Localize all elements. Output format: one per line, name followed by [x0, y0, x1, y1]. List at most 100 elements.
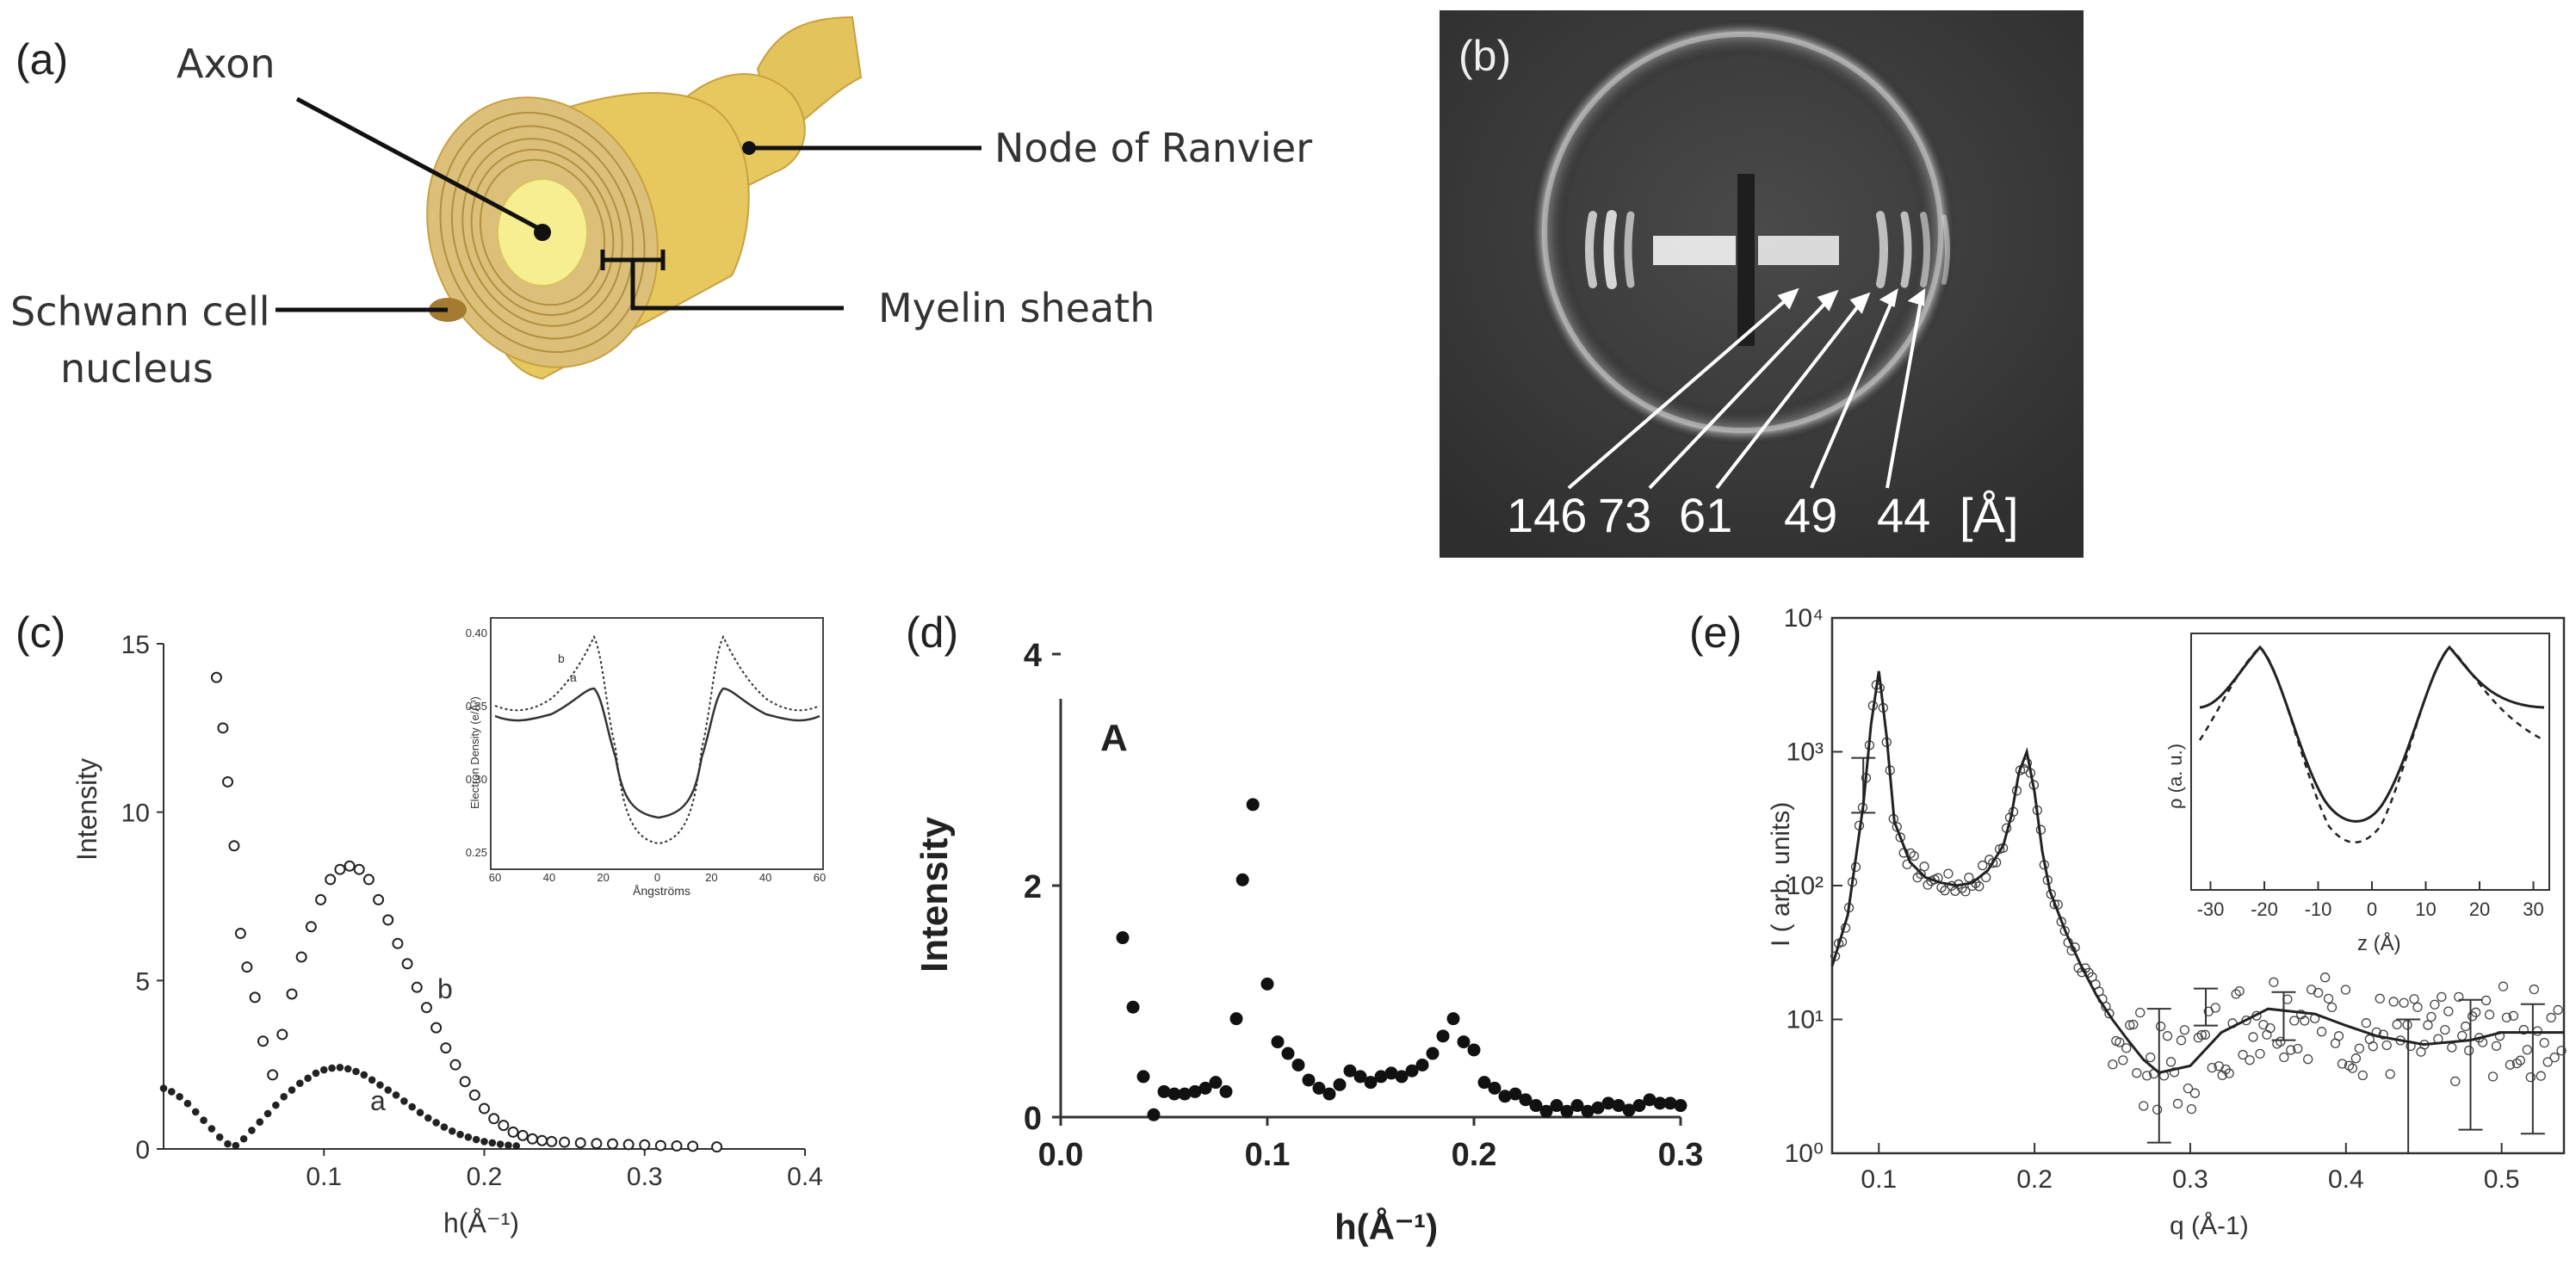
- chart-c-inset: b a 0.25 0.30 0.35 0.40 60 40 20 0 20 40 60 Ångst…: [466, 617, 826, 898]
- chart-e-point: [1892, 822, 1902, 832]
- chart-e-point: [2556, 1046, 2567, 1056]
- inset-c-xtick-label: 40: [759, 871, 771, 884]
- inset-e-xtick-label: 0: [2367, 899, 2377, 920]
- chart-c-point-a: [207, 1125, 216, 1133]
- chart-d-point: [1384, 1066, 1398, 1080]
- chart-e-point: [2255, 1048, 2265, 1059]
- chart-e-point: [1878, 702, 1888, 713]
- chart-e-point: [1957, 883, 1967, 893]
- chart-c-point-b: [574, 1137, 586, 1149]
- chart-e-point: [2172, 1098, 2183, 1109]
- chart-e-point: [1902, 859, 1912, 870]
- chart-c-point-b: [295, 951, 307, 963]
- label-schwann-line2: nucleus: [60, 345, 214, 392]
- chart-e-point: [1830, 951, 1841, 961]
- chart-e-point: [2135, 1007, 2146, 1018]
- chart-e-point: [2546, 1012, 2556, 1023]
- chart-e-point: [2265, 1023, 2276, 1034]
- chart-c-point-a: [376, 1081, 384, 1089]
- chart-c-point-b: [382, 914, 394, 926]
- panel-label-d: (d): [906, 608, 959, 657]
- chart-e-inset: -30 -20 -10 0 10 20 30 z (Å) ρ (a. u.): [2164, 633, 2550, 955]
- chart-c-point-b: [459, 1076, 471, 1088]
- inset-e-dashed: [2198, 645, 2545, 843]
- diffraction-ring: [1542, 32, 1943, 433]
- chart-e-ytick-label: 10¹: [1786, 1006, 1824, 1034]
- chart-c-xlabel: h(Å⁻¹): [443, 1207, 519, 1238]
- chart-e-point: [2447, 1042, 2457, 1053]
- inset-c-yticks: 0.25 0.30 0.35 0.40: [466, 627, 487, 859]
- chart-d-point: [1560, 1104, 1574, 1118]
- inset-c-curve-a: [494, 687, 820, 819]
- chart-e-point: [1850, 861, 1861, 873]
- inset-c-label-b: b: [558, 652, 565, 665]
- chart-c-point-a: [263, 1109, 272, 1118]
- chart-d-point: [1136, 1070, 1150, 1084]
- chart-e-point: [2090, 979, 2101, 990]
- chart-e-point: [2165, 1057, 2177, 1067]
- chart-d-ytick-label: 0: [1024, 1101, 1042, 1137]
- chart-e-point: [2542, 1057, 2553, 1067]
- chart-c-point-b: [392, 937, 404, 949]
- chart-e-point: [2053, 899, 2063, 910]
- chart-c-point-a: [328, 1064, 336, 1072]
- chart-e-point: [1836, 936, 1848, 947]
- inset-e-ylabel: ρ (a. u.): [2164, 744, 2186, 809]
- chart-e-point: [2101, 1001, 2111, 1012]
- chart-e-point: [2347, 1063, 2358, 1073]
- chart-c-point-b: [430, 1022, 443, 1034]
- chart-e-point: [2392, 1019, 2402, 1030]
- chart-d-xticks: 0.0 0.1 0.2 0.3: [1038, 1117, 1703, 1173]
- chart-e-point: [2018, 763, 2029, 774]
- chart-e-point: [2070, 942, 2080, 953]
- chart-c-point-a: [464, 1133, 473, 1141]
- chart-e-point: [2227, 1018, 2238, 1028]
- chart-e-point: [2152, 1104, 2163, 1115]
- beam-streak-right: [1758, 236, 1839, 265]
- chart-d-ytick-label: 4: [1024, 638, 1042, 674]
- chart-e-point: [2437, 991, 2447, 1003]
- chart-e-point: [2158, 1071, 2170, 1081]
- inset-c-xtick-label: 20: [597, 871, 609, 884]
- label-schwann-line1: Schwann cell: [10, 288, 270, 335]
- chart-e-fit-line: [1830, 670, 2564, 1075]
- chart-e-point: [2084, 967, 2094, 978]
- chart-d-title: A: [1100, 717, 1128, 759]
- chart-c-point-b: [687, 1140, 699, 1152]
- chart-e-point: [2276, 1036, 2286, 1047]
- chart-c-point-a: [480, 1138, 488, 1146]
- chart-c-point-b: [536, 1134, 548, 1146]
- chart-e-point: [2487, 1071, 2499, 1082]
- chart-d-xlabel: h(Å⁻¹): [1334, 1207, 1438, 1247]
- chart-e-point: [2457, 1030, 2468, 1041]
- chart-e-point: [1881, 737, 1892, 748]
- chart-e-point: [2484, 1010, 2495, 1020]
- chart-e-point: [2032, 805, 2043, 816]
- chart-d-point: [1663, 1096, 1677, 1110]
- chart-e-point: [2296, 1010, 2307, 1020]
- chart-e-point: [2350, 1053, 2362, 1064]
- chart-e-point: [1997, 843, 2009, 853]
- chart-e-point: [2025, 768, 2036, 778]
- chart-e-point: [2416, 1047, 2426, 1057]
- chart-c-point-a: [368, 1076, 376, 1084]
- chart-d-point: [1632, 1099, 1646, 1113]
- beam-stop: [1737, 174, 1755, 346]
- label-myelin-sheath: Myelin sheath: [878, 285, 1155, 331]
- chart-c-point-a: [168, 1088, 176, 1096]
- chart-c-point-a: [239, 1134, 248, 1143]
- chart-e-point: [1947, 880, 1957, 891]
- chart-e-point: [1885, 765, 1895, 775]
- chart-c-point-a: [159, 1084, 168, 1092]
- chart-e-point: [2142, 1071, 2152, 1081]
- chart-e-point: [2179, 1025, 2190, 1035]
- inset-c-xtick-label: 60: [814, 871, 826, 884]
- chart-c-point-b: [210, 671, 222, 683]
- panel-label-e: (e): [1689, 608, 1743, 657]
- inset-c-curve-b: [494, 634, 820, 845]
- chart-e-ytick-label: 10²: [1786, 872, 1824, 900]
- chart-c-xticks: 0.1 0.2 0.3 0.4: [306, 1149, 823, 1191]
- chart-c-point-b: [267, 1069, 279, 1081]
- inset-c-xtick-label: 40: [543, 871, 555, 884]
- chart-d-point: [1436, 1029, 1450, 1043]
